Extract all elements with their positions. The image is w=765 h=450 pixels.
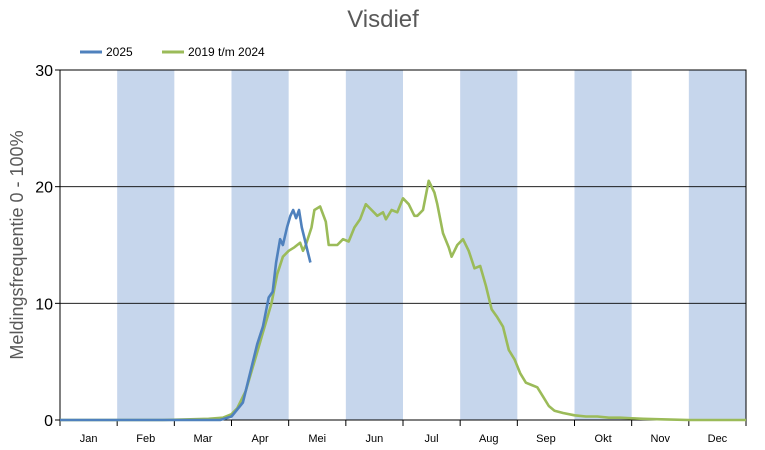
y-tick-labels: 0 10 20 30 [35, 63, 60, 430]
x-tick-label-mar: Mar [193, 433, 212, 445]
band-aug [460, 70, 518, 420]
y-axis-label: Meldingsfrequentie 0 - 100% [7, 130, 27, 359]
x-tick-label-mei: Mei [308, 433, 326, 445]
series-lines [60, 179, 746, 422]
legend: 2025 2019 t/m 2024 [80, 45, 265, 59]
series-line-2025 [60, 208, 312, 422]
legend-label-2025: 2025 [106, 45, 133, 59]
y-tick-label-10: 10 [35, 296, 53, 313]
band-jun [345, 70, 403, 420]
month-bands [117, 70, 746, 420]
x-tick-label-okt: Okt [595, 433, 612, 445]
x-tick-label-feb: Feb [136, 433, 155, 445]
x-tick-label-jun: Jun [366, 433, 384, 445]
band-feb [117, 70, 175, 420]
band-dec [688, 70, 746, 420]
band-okt [574, 70, 632, 420]
x-tick-label-sep: Sep [536, 433, 556, 445]
y-tick-label-20: 20 [35, 180, 53, 197]
x-tick-label-jan: Jan [80, 433, 98, 445]
chart-title: Visdief [347, 6, 419, 33]
gridlines [60, 186, 746, 304]
y-tick-label-0: 0 [44, 413, 53, 430]
x-tick-label-nov: Nov [650, 433, 670, 445]
series-line-2019-2024 [60, 179, 746, 422]
y-tick-label-30: 30 [35, 63, 53, 80]
legend-label-2019-2024: 2019 t/m 2024 [188, 45, 265, 59]
x-tick-label-jul: Jul [425, 433, 439, 445]
x-tick-label-apr: Apr [252, 433, 269, 445]
x-tick-labels: Jan Feb Mar Apr Mei Jun Jul Aug Sep Okt Nov Dec [59, 420, 747, 445]
x-tick-label-aug: Aug [479, 433, 499, 445]
x-tick-label-dec: Dec [708, 433, 728, 445]
